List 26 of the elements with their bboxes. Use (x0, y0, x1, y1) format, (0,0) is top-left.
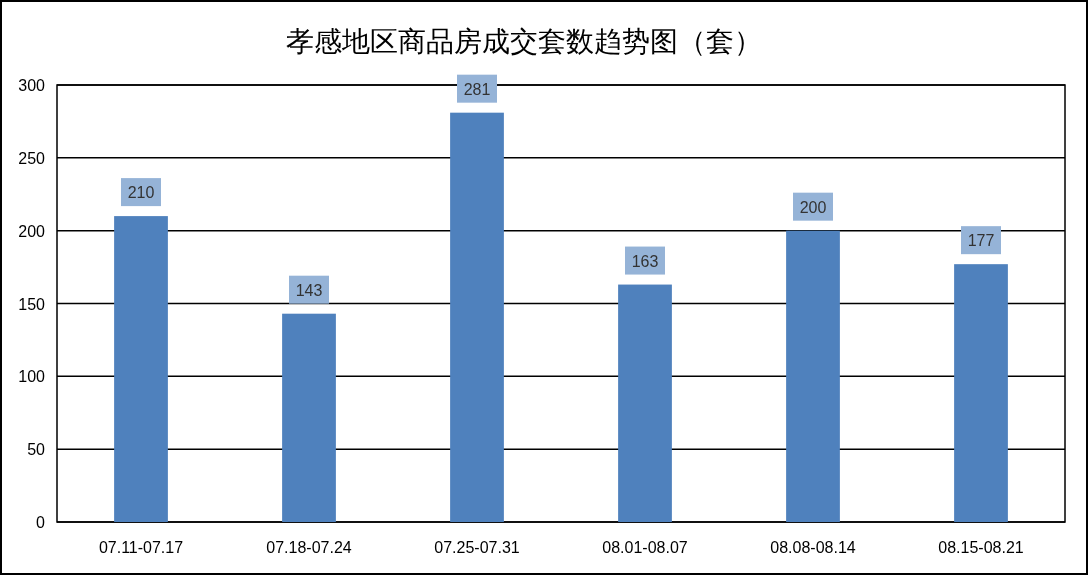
bar (114, 216, 168, 522)
x-tick-label: 07.11-07.17 (98, 539, 184, 556)
bar (618, 284, 672, 522)
data-label: 281 (463, 80, 491, 98)
data-label: 177 (967, 232, 995, 250)
y-tick-label: 50 (27, 441, 46, 459)
x-tick-label: 07.18-07.24 (266, 539, 352, 556)
y-tick-label: 150 (18, 295, 46, 313)
bar (954, 264, 1008, 522)
bar (450, 112, 504, 522)
data-label: 200 (799, 198, 827, 216)
y-tick-label: 250 (18, 149, 46, 167)
y-tick-label: 0 (36, 514, 46, 531)
y-tick-label: 300 (18, 77, 46, 94)
y-tick-label: 200 (18, 222, 46, 240)
bar (282, 313, 336, 522)
bar (786, 230, 840, 522)
data-label: 143 (295, 281, 323, 299)
data-label: 163 (631, 252, 659, 270)
x-tick-label: 08.15-08.21 (938, 539, 1024, 556)
x-tick-label: 08.01-08.07 (602, 539, 688, 556)
data-label: 210 (127, 184, 155, 202)
x-tick-label: 07.25-07.31 (434, 539, 520, 556)
chart-title: 孝感地区商品房成交套数趋势图（套） (286, 26, 762, 57)
x-tick-label: 08.08-08.14 (770, 539, 856, 556)
y-tick-label: 100 (18, 368, 46, 386)
